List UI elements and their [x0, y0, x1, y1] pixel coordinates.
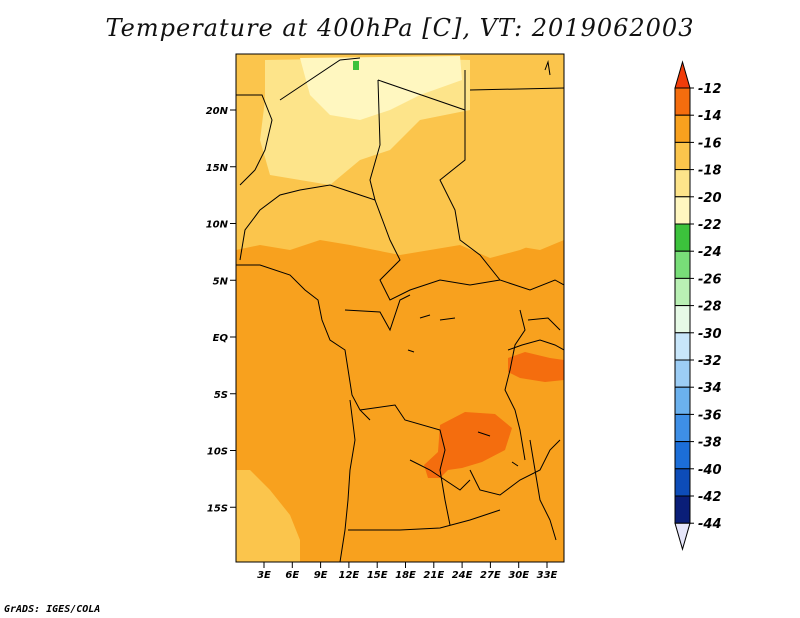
colorbar-segment — [674, 114, 691, 143]
lat-tick-label: 10N — [206, 220, 229, 231]
fill-region-warm-east — [508, 352, 564, 382]
lon-tick-label: 24E — [452, 570, 473, 581]
colorbar-segment — [674, 413, 691, 443]
colorbar-segment — [674, 386, 691, 415]
lat-tick-label: 10S — [207, 447, 228, 458]
border-line — [477, 431, 519, 467]
colorbar-segment — [674, 468, 691, 497]
border-line — [239, 79, 381, 261]
colorbar-label: -42 — [698, 490, 722, 505]
colorbar-label: -14 — [698, 109, 722, 124]
border-line — [348, 509, 501, 531]
colorbar-label: -24 — [698, 245, 722, 260]
border-line — [236, 94, 273, 186]
border-line — [344, 294, 411, 332]
colorbar-label: -28 — [698, 300, 722, 315]
fill-region-warm-south — [424, 412, 512, 478]
colorbar-segment — [674, 332, 691, 361]
lat-tick-label: 15N — [206, 163, 229, 174]
colorbar-segment — [674, 277, 691, 307]
colorbar-label: -32 — [698, 354, 722, 369]
fill-region-green — [353, 61, 359, 70]
colorbar-label: -40 — [698, 463, 722, 478]
colorbar-segment — [674, 495, 691, 524]
colorbar-label: -44 — [698, 517, 722, 532]
lon-tick-label: 12E — [339, 570, 360, 581]
lon-tick-label: 6E — [285, 570, 299, 581]
chart-title: Temperature at 400hPa [C], VT: 201906200… — [105, 14, 695, 42]
credit-label: GrADS: IGES/COLA — [4, 604, 101, 615]
colorbar-label: -34 — [698, 381, 722, 396]
border-line — [279, 57, 361, 101]
border-line — [236, 264, 371, 421]
border-line — [504, 309, 526, 461]
border-line — [544, 60, 551, 76]
border-line — [469, 87, 564, 91]
lon-tick-label: 21E — [423, 570, 444, 581]
border-line — [529, 439, 557, 541]
map-frame — [235, 53, 565, 563]
lon-tick-label: 33E — [537, 570, 558, 581]
colorbar-segment — [674, 305, 691, 334]
lon-tick-label: 18E — [395, 570, 416, 581]
colorbar-label: -22 — [698, 218, 722, 233]
border-line — [339, 399, 356, 562]
border-line — [507, 339, 564, 351]
border-line — [439, 110, 564, 291]
lat-tick-label: 15S — [207, 503, 228, 514]
lon-tick-label: 30E — [508, 570, 529, 581]
longitude-axis: 3E 6E 9E 12E 15E 18E 21E 24E 27E 30E 33E — [257, 562, 558, 581]
colorbar-segment — [674, 196, 691, 225]
lon-tick-label: 9E — [314, 570, 328, 581]
latitude-axis: 20N 15N 10N 5N EQ 5S 10S 15S — [206, 106, 236, 514]
colorbar-label: -36 — [698, 408, 722, 423]
lat-tick-label: EQ — [213, 333, 229, 344]
colorbar-segment — [674, 87, 691, 116]
temperature-field — [236, 54, 564, 562]
colorbar-label: -12 — [698, 82, 722, 97]
colorbar-segment — [674, 141, 691, 171]
lat-tick-label: 5N — [213, 276, 229, 287]
border-line — [407, 314, 456, 353]
colorbar-label: -30 — [698, 327, 722, 342]
lon-tick-label: 27E — [480, 570, 501, 581]
lon-tick-label: 15E — [367, 570, 388, 581]
colorbar-label: -16 — [698, 136, 722, 151]
fill-region-southwest — [236, 470, 300, 562]
colorbar-segment — [674, 250, 691, 279]
colorbar-segment — [674, 359, 691, 388]
border-line — [527, 317, 561, 331]
lon-tick-label: 3E — [257, 570, 271, 581]
border-line — [374, 199, 501, 301]
border-line — [409, 459, 471, 491]
colorbar-label: -26 — [698, 272, 722, 287]
lat-tick-label: 20N — [206, 106, 229, 117]
colorbar-segment — [674, 441, 691, 470]
lat-tick-label: 5S — [214, 390, 228, 401]
border-line — [469, 439, 561, 496]
colorbar-segment — [674, 169, 691, 198]
fill-region-east — [455, 88, 564, 250]
country-borders — [236, 57, 564, 562]
colorbar-label: -38 — [698, 436, 722, 451]
colorbar: -12 -14 -16 -18 -20 -22 -24 -26 -28 -30 -32 -34 -36 -… — [674, 60, 722, 552]
colorbar-top-arrow — [674, 60, 691, 89]
border-line — [359, 404, 451, 526]
colorbar-bottom-arrow — [674, 522, 691, 552]
fill-region-coldest — [300, 56, 462, 120]
colorbar-label: -18 — [698, 164, 722, 179]
colorbar-segment — [674, 223, 691, 252]
colorbar-label: -20 — [698, 191, 722, 206]
